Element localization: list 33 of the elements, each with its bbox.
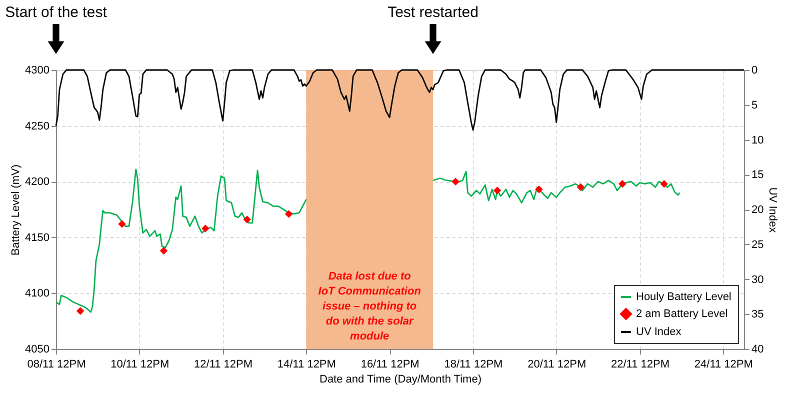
y2-axis-title: UV Index: [766, 187, 779, 234]
y-tick-label: 4200: [25, 176, 50, 188]
y2-tick-label: 25: [752, 238, 764, 251]
x-tick-label: 14/11 12PM: [277, 358, 336, 370]
y-tick-label: 4050: [25, 344, 50, 356]
legend-label: Houly Battery Level: [636, 291, 732, 303]
y-tick-label: 4150: [25, 232, 50, 244]
x-tick-label: 08/11 12PM: [27, 358, 86, 370]
y2-tick-label: 40: [752, 344, 764, 356]
y2-tick-label: 5: [752, 99, 758, 112]
x-tick-label: 18/11 12PM: [444, 358, 503, 370]
x-tick-label: 12/11 12PM: [194, 358, 253, 370]
y2-tick-label: 0: [752, 64, 758, 76]
y-tick-label: 4250: [25, 120, 50, 132]
x-axis-title: Date and Time (Day/Month Time): [319, 374, 482, 386]
x-tick-label: 24/11 12PM: [694, 358, 753, 370]
y-tick-label: 4100: [25, 288, 50, 300]
text: Start of the test: [5, 4, 108, 21]
x-tick-label: 22/11 12PM: [611, 358, 670, 370]
x-tick-label: 10/11 12PM: [110, 358, 170, 370]
x-tick-label: 16/11 12PM: [360, 358, 420, 370]
band-label: Data lost due to IoT Communication issue – nothing to do with the solar module: [318, 270, 422, 342]
x-tick-label: 20/11 12PM: [528, 358, 586, 370]
y2-tick-label: 35: [752, 308, 764, 321]
y2-tick-label: 30: [752, 274, 764, 286]
legend-label: UV Index: [636, 326, 682, 338]
y-tick-label: 4300: [25, 64, 50, 76]
y2-tick-label: 10: [752, 134, 764, 146]
y-axis-title: Battery Level (mV): [10, 164, 22, 256]
y2-tick-label: 20: [752, 204, 764, 216]
text: Test restarted: [388, 4, 478, 21]
legend-label: 2 am Battery Level: [636, 308, 728, 320]
y2-tick-label: 15: [752, 169, 764, 182]
